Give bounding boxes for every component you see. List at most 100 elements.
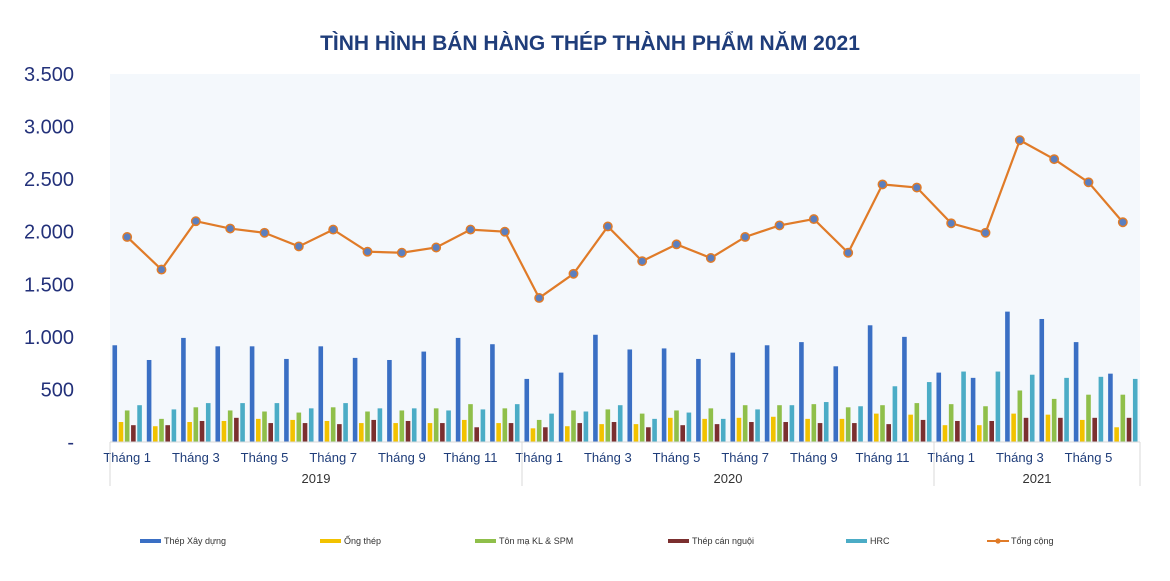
total-point-28 <box>1083 177 1094 188</box>
y-tick-label: 1.500 <box>24 274 74 296</box>
bar-0-18 <box>730 352 736 442</box>
bar-2-23 <box>914 403 920 442</box>
total-point-20 <box>808 214 819 225</box>
x-tick-label: Tháng 3 <box>996 450 1044 465</box>
x-tick-label: Tháng 5 <box>1065 450 1113 465</box>
bar-0-10 <box>455 337 461 442</box>
bar-4-25 <box>995 371 1001 442</box>
bar-2-26 <box>1017 390 1023 442</box>
bar-2-3 <box>227 410 233 442</box>
bar-0-24 <box>936 372 942 442</box>
bar-1-9 <box>427 423 433 442</box>
bar-1-14 <box>599 424 604 442</box>
legend-swatch <box>668 539 689 543</box>
bar-0-13 <box>558 372 564 442</box>
y-axis: - 500 1.000 1.500 2.000 2.500 3.000 3.500 <box>24 64 74 454</box>
bar-4-21 <box>858 406 863 442</box>
bar-1-3 <box>221 420 227 442</box>
bar-4-4 <box>274 403 280 442</box>
x-tick-label: Tháng 7 <box>721 450 769 465</box>
x-tick-label: Tháng 11 <box>856 450 910 465</box>
bar-4-11 <box>514 404 520 442</box>
legend-label: Thép cán nguội <box>692 536 754 546</box>
bar-4-9 <box>446 410 451 442</box>
total-point-26 <box>1014 135 1025 146</box>
total-point-23 <box>911 182 922 193</box>
bar-1-16 <box>668 417 673 442</box>
total-line <box>126 138 1124 300</box>
bar-2-11 <box>502 408 508 442</box>
bar-3-12 <box>543 427 548 442</box>
bar-1-21 <box>839 418 845 442</box>
total-point-29 <box>1117 217 1128 228</box>
bar-0-28 <box>1073 342 1079 442</box>
bar-3-25 <box>989 420 994 442</box>
line-series-group <box>122 135 1128 303</box>
x-tick-label: Tháng 7 <box>309 450 357 465</box>
total-point-8 <box>396 247 407 258</box>
bar-0-21 <box>833 366 839 442</box>
legend-label: Tôn mạ KL & SPM <box>499 536 573 546</box>
bar-4-13 <box>583 411 589 442</box>
x-tick-label: Tháng 3 <box>172 450 220 465</box>
bar-3-8 <box>405 420 411 442</box>
bar-4-15 <box>652 418 657 442</box>
bar-2-16 <box>674 410 679 442</box>
bar-2-7 <box>365 411 370 442</box>
total-point-4 <box>259 227 270 238</box>
bar-3-16 <box>680 425 685 442</box>
bar-0-4 <box>249 346 255 442</box>
bar-1-27 <box>1045 414 1051 442</box>
bar-4-20 <box>823 402 829 442</box>
total-point-17 <box>705 253 716 263</box>
bar-1-29 <box>1114 427 1119 442</box>
bar-4-12 <box>549 413 554 442</box>
bar-3-3 <box>234 417 239 442</box>
bar-1-22 <box>874 413 879 442</box>
bar-4-8 <box>411 408 417 442</box>
bar-2-6 <box>330 407 336 442</box>
year-label: 2020 <box>714 471 743 486</box>
total-point-13 <box>568 268 579 279</box>
y-tick-label: 2.000 <box>24 222 74 244</box>
bar-1-8 <box>393 423 398 442</box>
total-point-2 <box>190 216 201 227</box>
year-label: 2021 <box>1023 471 1052 486</box>
bar-4-0 <box>137 405 142 442</box>
bar-4-3 <box>240 403 245 442</box>
bar-0-29 <box>1108 373 1113 442</box>
bar-1-18 <box>736 417 742 442</box>
bar-0-14 <box>593 334 598 442</box>
bar-4-6 <box>343 403 348 442</box>
bar-0-25 <box>970 377 976 442</box>
bar-1-19 <box>771 416 776 442</box>
total-point-18 <box>740 232 751 242</box>
x-tick-label: Tháng 9 <box>790 450 838 465</box>
bar-2-28 <box>1086 394 1091 442</box>
bar-2-13 <box>571 410 576 442</box>
bar-3-21 <box>852 423 857 442</box>
bar-4-17 <box>720 418 726 442</box>
total-point-0 <box>122 232 133 242</box>
bar-0-3 <box>215 346 221 442</box>
bar-4-24 <box>961 371 966 442</box>
plot-area <box>110 74 1140 442</box>
total-point-10 <box>465 224 476 235</box>
total-point-1 <box>156 264 167 275</box>
bar-0-6 <box>318 346 324 442</box>
bar-0-17 <box>696 358 701 442</box>
bar-2-29 <box>1120 394 1126 442</box>
y-tick-label: - <box>67 432 74 454</box>
total-point-27 <box>1049 154 1060 165</box>
bar-series-group <box>112 311 1138 442</box>
bar-3-28 <box>1092 417 1097 442</box>
total-point-7 <box>362 246 373 257</box>
bar-1-0 <box>118 422 124 442</box>
bar-2-22 <box>880 405 885 442</box>
bar-2-20 <box>811 404 817 442</box>
bar-1-10 <box>462 419 467 442</box>
total-point-25 <box>980 227 991 238</box>
bar-1-26 <box>1011 413 1016 442</box>
legend-swatch <box>320 539 341 543</box>
bar-0-16 <box>661 348 667 442</box>
